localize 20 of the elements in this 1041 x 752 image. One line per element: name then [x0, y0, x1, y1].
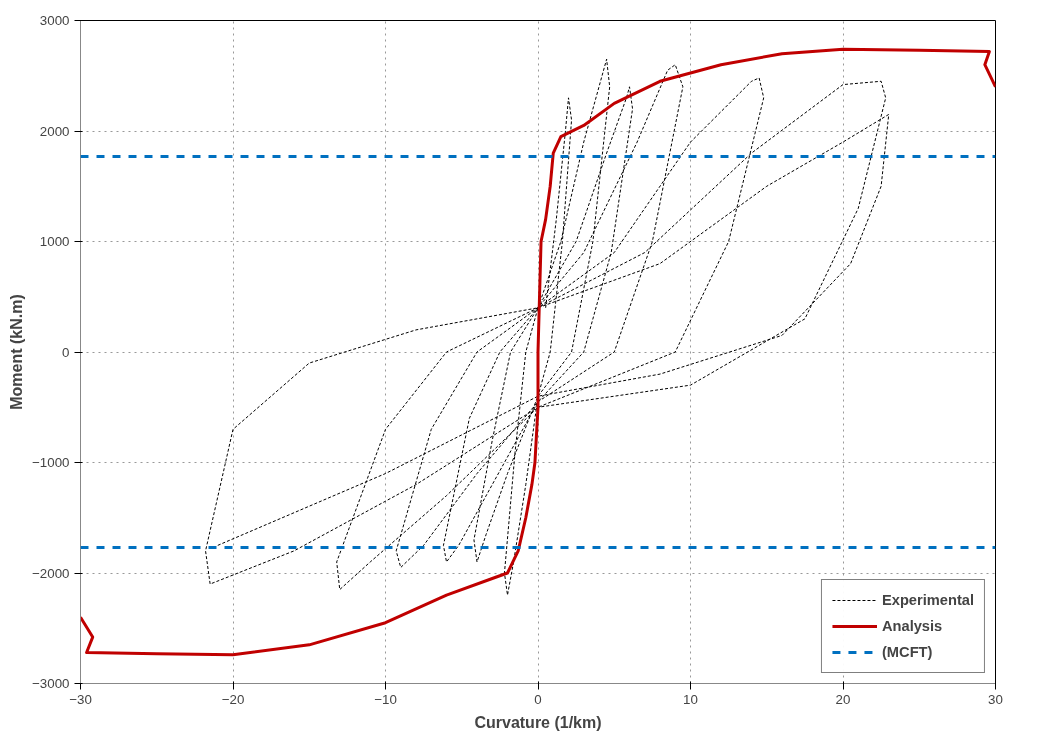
y-tick-label: 3000: [39, 13, 70, 28]
y-tick-label: 0: [62, 344, 70, 360]
x-tick-label: 10: [683, 691, 698, 707]
y-tick-label: 2000: [39, 123, 70, 139]
y-tick-label: 1000: [39, 234, 70, 249]
x-tick-label: 20: [835, 691, 851, 707]
y-tick-label: −2000: [32, 565, 70, 581]
y-tick-label: −1000: [32, 455, 70, 470]
x-axis-title: Curvature (1/km): [474, 713, 602, 731]
legend-label: (MCFT): [881, 644, 933, 660]
x-tick-label: 0: [534, 691, 542, 707]
y-tick-label: −3000: [32, 676, 70, 691]
legend-label: Analysis: [881, 618, 943, 634]
x-tick-label: −10: [374, 691, 397, 707]
x-tick-label: 30: [988, 691, 1003, 707]
x-tick-label: −20: [221, 691, 245, 707]
legend-label: Experimental: [881, 592, 974, 608]
x-tick-label: −30: [69, 691, 92, 707]
y-axis-title: Moment (kN.m): [7, 294, 25, 410]
line-series: [205, 58, 890, 596]
